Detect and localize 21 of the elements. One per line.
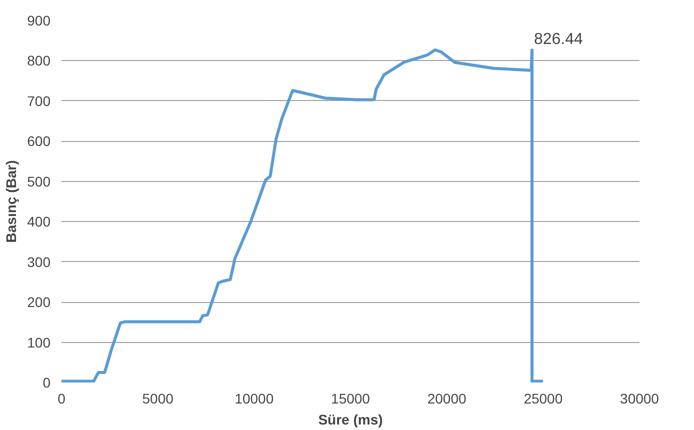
line-series xyxy=(62,48,544,382)
x-tick-label: 20000 xyxy=(427,390,467,406)
x-tick-label: 0 xyxy=(58,390,66,406)
x-tick-label: 10000 xyxy=(234,390,274,406)
y-tick-label: 700 xyxy=(27,92,51,109)
x-tick-label: 15000 xyxy=(331,390,370,406)
x-tick-label: 5000 xyxy=(142,390,174,406)
y-tick-label: 600 xyxy=(27,133,51,150)
y-tick-label: 500 xyxy=(27,173,51,190)
y-tick-label: 300 xyxy=(27,254,51,270)
y-tick-label: 200 xyxy=(27,294,51,310)
y-tick-label: 0 xyxy=(42,374,51,390)
x-axis-title: Süre (ms) xyxy=(318,412,383,428)
y-tick-label: 900 xyxy=(27,12,51,28)
x-tick-label: 30000 xyxy=(620,390,660,406)
x-tick-label: 25000 xyxy=(524,390,563,406)
annotation: 826.44 xyxy=(534,31,584,48)
y-tick-label: 100 xyxy=(27,334,51,350)
y-axis-title: Basınç (Bar) xyxy=(3,160,20,243)
y-tick-label: 800 xyxy=(27,52,51,69)
y-tick-label: 400 xyxy=(27,214,51,230)
